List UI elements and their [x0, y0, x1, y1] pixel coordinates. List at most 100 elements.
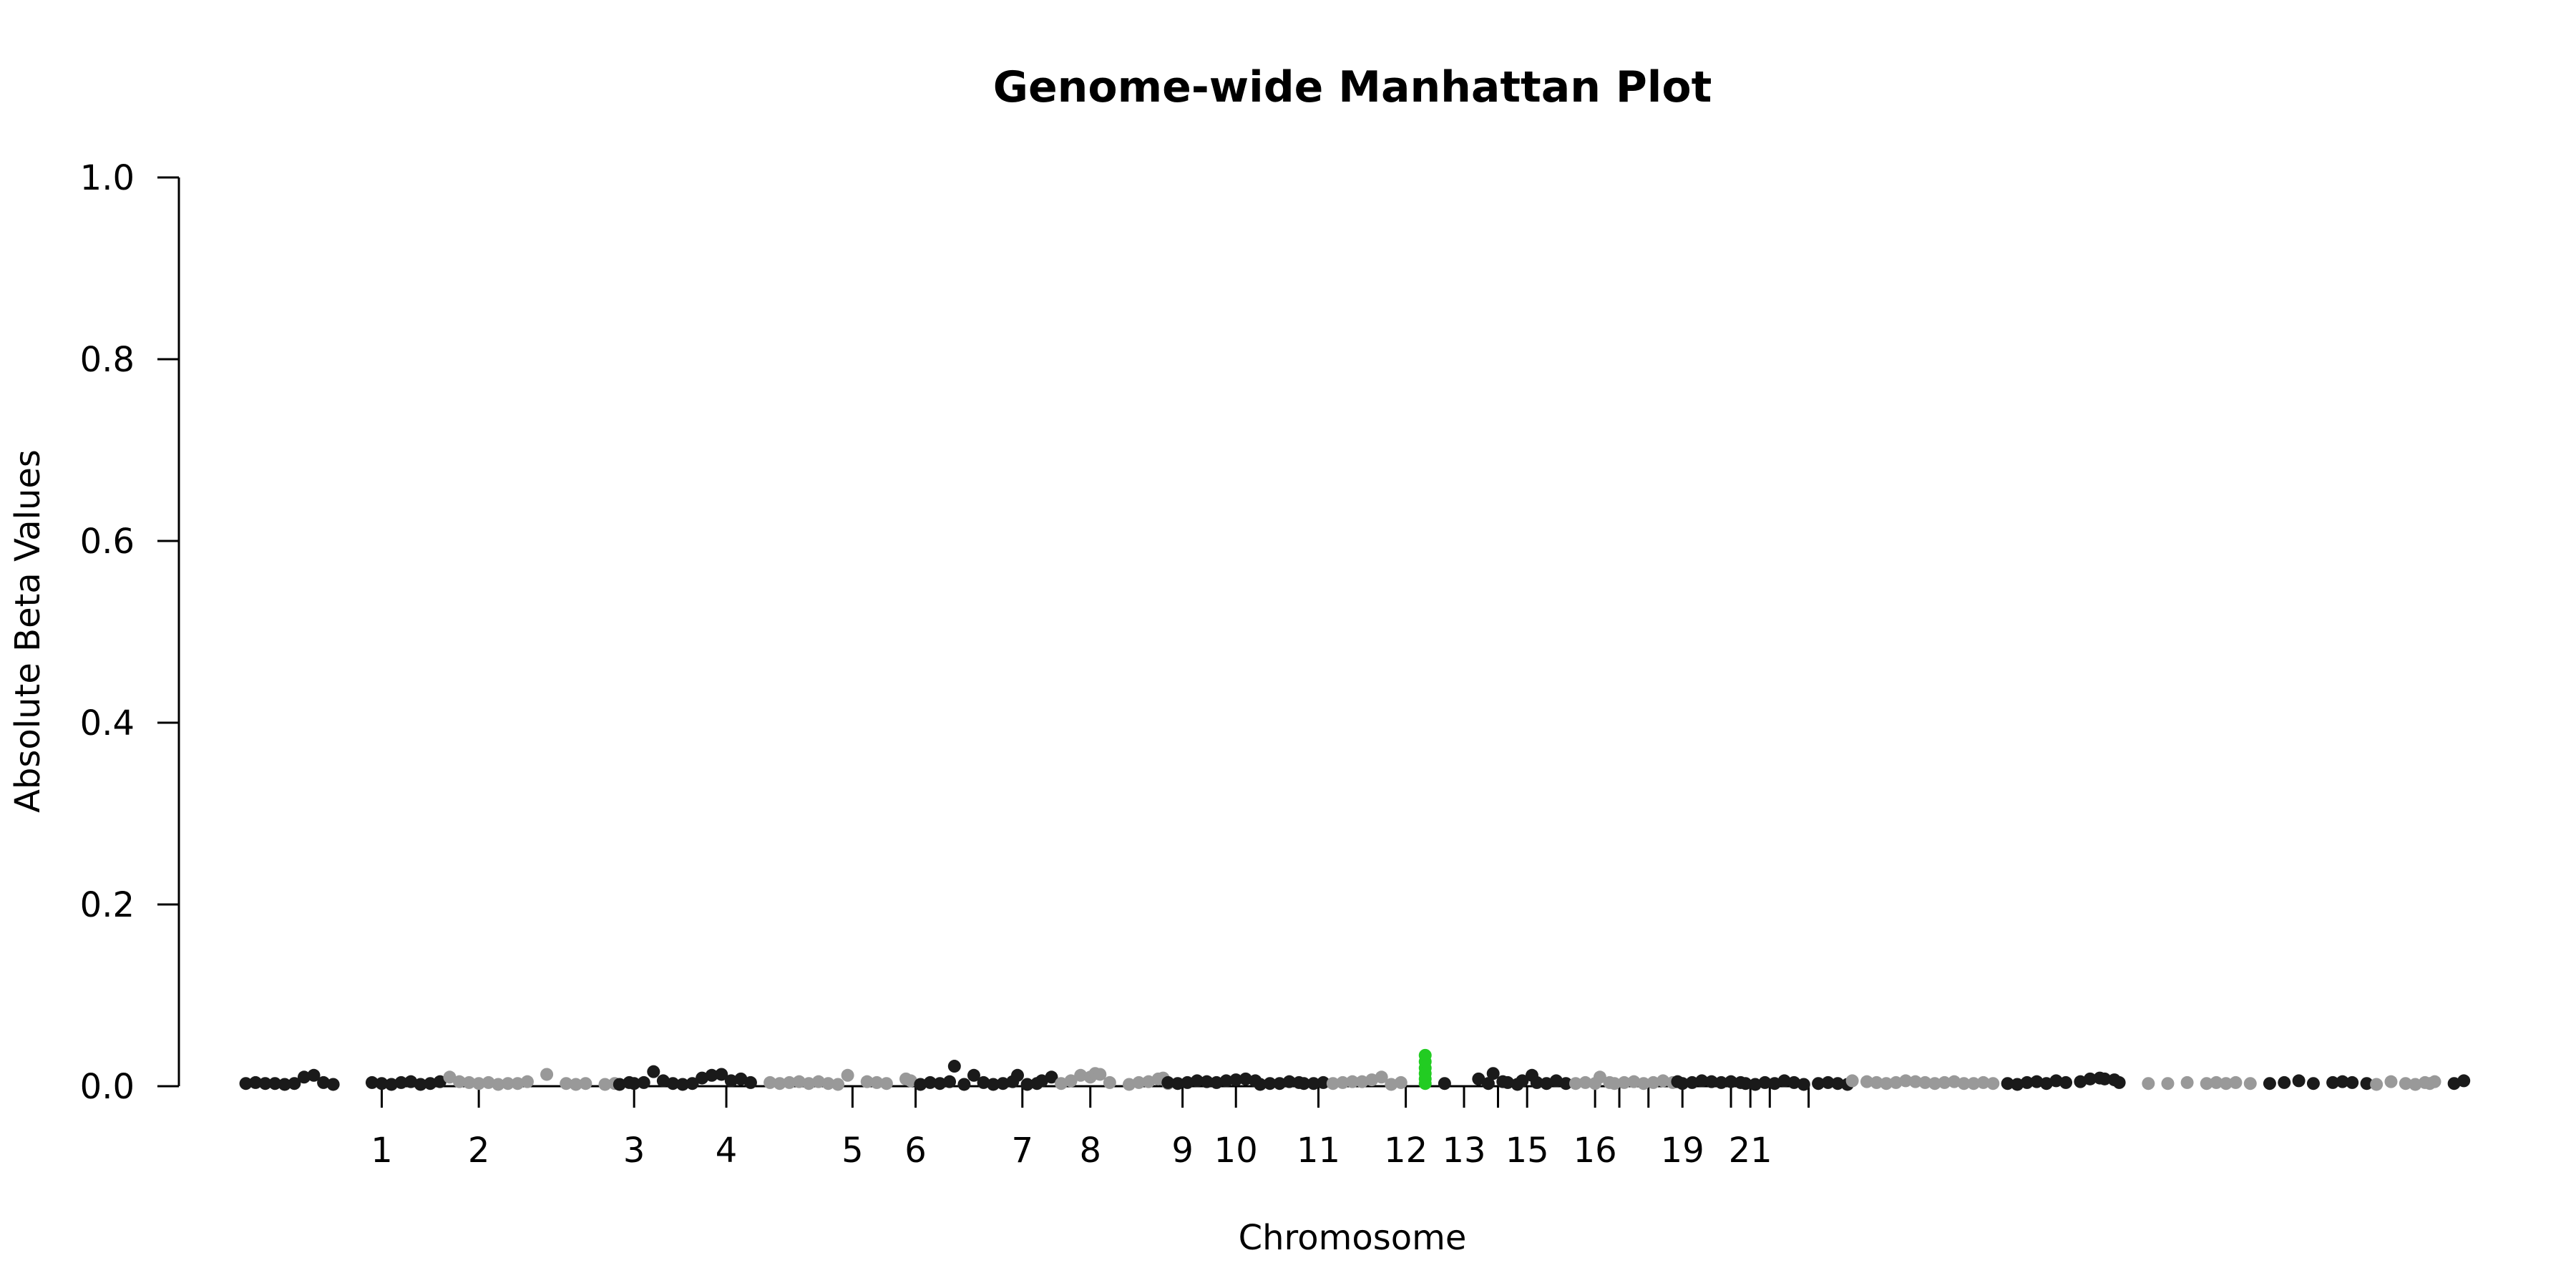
- data-point: [763, 1075, 777, 1089]
- data-point: [1617, 1075, 1631, 1089]
- data-point: [637, 1075, 650, 1089]
- data-point: [1375, 1070, 1388, 1084]
- data-point: [1579, 1075, 1592, 1089]
- data-point: [239, 1077, 253, 1091]
- data-point: [2112, 1075, 2126, 1089]
- data-point: [540, 1068, 554, 1081]
- data-point: [1093, 1068, 1107, 1081]
- data-point: [2059, 1075, 2073, 1089]
- data-point: [1074, 1068, 1088, 1082]
- data-point: [2409, 1078, 2422, 1091]
- data-point: [1064, 1074, 1078, 1088]
- data-point: [967, 1068, 980, 1082]
- data-point: [613, 1078, 626, 1091]
- data-point: [307, 1068, 321, 1082]
- data-point: [2180, 1075, 2194, 1089]
- y-tick-label: 0.8: [80, 340, 135, 380]
- data-point: [1845, 1074, 1859, 1088]
- data-point: [1918, 1075, 1932, 1089]
- y-tick-label: 0.6: [80, 522, 135, 562]
- data-point: [1967, 1077, 1981, 1091]
- data-point: [433, 1075, 447, 1088]
- data-point: [1486, 1067, 1500, 1080]
- data-point: [2074, 1075, 2087, 1088]
- data-point: [1739, 1077, 1752, 1091]
- data-point: [1559, 1077, 1573, 1091]
- data-point: [1346, 1075, 1359, 1088]
- data-point: [904, 1074, 917, 1088]
- data-point: [802, 1077, 816, 1091]
- x-tick-label: 6: [904, 1131, 927, 1171]
- data-point: [1161, 1075, 1175, 1089]
- data-point: [404, 1075, 418, 1088]
- data-point: [1020, 1078, 1034, 1091]
- data-point: [1646, 1075, 1660, 1089]
- data-point: [492, 1078, 505, 1091]
- data-point: [1282, 1075, 1296, 1088]
- data-point: [2457, 1074, 2471, 1088]
- data-point: [1758, 1075, 1772, 1089]
- data-point: [715, 1068, 728, 1081]
- data-point: [268, 1077, 282, 1091]
- data-point: [1768, 1077, 1782, 1091]
- data-point: [1880, 1077, 1893, 1091]
- chart-title: Genome-wide Manhattan Plot: [993, 62, 1712, 112]
- data-point: [375, 1077, 389, 1091]
- data-point: [1676, 1077, 1689, 1091]
- data-point: [569, 1078, 582, 1091]
- data-point: [1219, 1074, 1233, 1088]
- data-point: [472, 1077, 486, 1091]
- data-point: [1181, 1075, 1194, 1089]
- x-tick-label: 5: [841, 1131, 864, 1171]
- data-point: [2229, 1075, 2243, 1089]
- data-point: [1899, 1074, 1913, 1088]
- data-point: [2161, 1077, 2175, 1091]
- data-point: [598, 1078, 612, 1091]
- data-points: [239, 1048, 2471, 1091]
- data-point: [1695, 1074, 1709, 1088]
- data-point: [696, 1071, 709, 1085]
- data-point: [743, 1075, 757, 1089]
- x-tick-label: 21: [1729, 1131, 1772, 1171]
- data-point: [2098, 1072, 2112, 1085]
- x-tick-label: 1: [371, 1131, 393, 1171]
- data-point: [2219, 1077, 2233, 1091]
- data-point: [2399, 1077, 2412, 1091]
- data-point: [1035, 1074, 1048, 1088]
- data-point: [326, 1078, 340, 1091]
- data-point: [821, 1077, 835, 1091]
- data-point: [1472, 1072, 1485, 1085]
- data-point: [2001, 1077, 2014, 1091]
- y-axis: 0.0 0.2 0.4 0.6 0.8 1.0: [80, 158, 180, 1107]
- data-point: [288, 1077, 301, 1091]
- x-axis-label: Chromosome: [1239, 1218, 1467, 1258]
- data-point: [724, 1074, 738, 1088]
- data-point: [1123, 1078, 1136, 1091]
- data-point: [2142, 1077, 2155, 1091]
- data-point: [1171, 1077, 1184, 1091]
- data-point: [2384, 1075, 2398, 1088]
- data-point: [2447, 1077, 2461, 1091]
- data-point: [666, 1077, 680, 1091]
- data-point: [482, 1075, 495, 1089]
- data-point: [647, 1065, 660, 1078]
- y-tick-label: 0.2: [80, 885, 135, 925]
- data-point: [1657, 1074, 1670, 1088]
- data-point: [1777, 1074, 1791, 1088]
- data-point: [686, 1077, 699, 1091]
- data-point: [1210, 1075, 1224, 1089]
- data-point: [2336, 1075, 2349, 1088]
- y-tick-label: 0.4: [80, 703, 135, 743]
- data-point: [2428, 1075, 2441, 1088]
- x-tick-label: 4: [716, 1131, 738, 1171]
- data-point: [943, 1075, 957, 1088]
- data-point: [365, 1075, 379, 1089]
- data-point: [394, 1075, 408, 1089]
- data-point: [1103, 1075, 1116, 1089]
- data-point: [947, 1060, 961, 1073]
- data-point: [1418, 1048, 1432, 1062]
- data-point: [1948, 1075, 1961, 1088]
- data-point: [996, 1077, 1010, 1091]
- data-point: [317, 1075, 331, 1089]
